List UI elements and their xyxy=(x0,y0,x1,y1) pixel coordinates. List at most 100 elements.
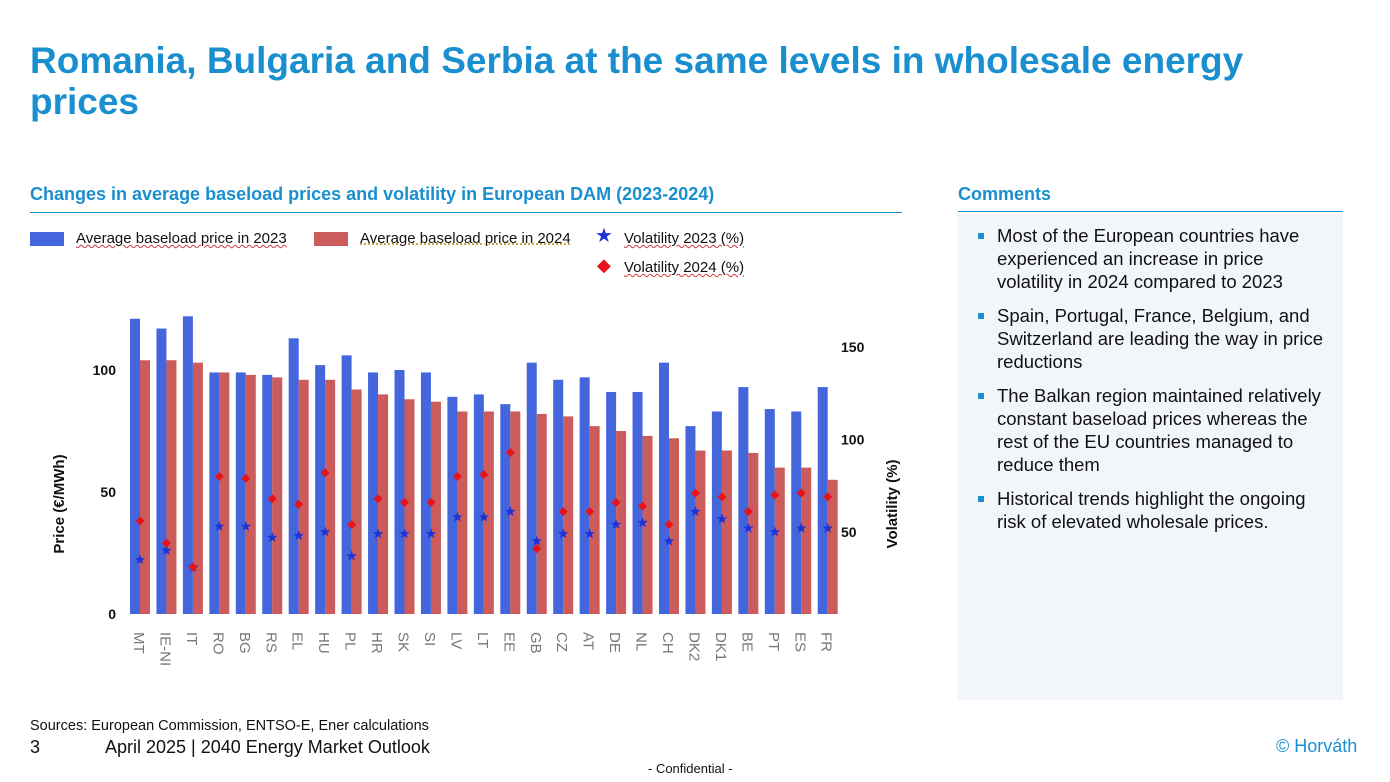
bar-2024-lt xyxy=(483,411,494,614)
diamond-2024-ie-ni xyxy=(161,538,171,548)
star-2023-nl xyxy=(637,517,648,528)
volatility-markers xyxy=(134,447,833,572)
x-tick-label-ee: EE xyxy=(500,632,517,652)
diamond-2024-sk xyxy=(400,497,409,507)
bar-2024-pt xyxy=(774,467,785,614)
x-tick-label-sk: SK xyxy=(395,632,412,652)
bar-2024-gb xyxy=(536,413,547,614)
bar-2023-hu xyxy=(315,365,326,614)
x-tick-label-gb: GB xyxy=(527,632,544,654)
chart-heading: Changes in average baseload prices and v… xyxy=(30,184,715,204)
bar-2024-it xyxy=(192,362,203,614)
bar-2024-ch xyxy=(669,438,679,614)
bar-2024-nl xyxy=(642,435,653,614)
bar-2024-dk1 xyxy=(721,450,732,614)
comments-heading-rule xyxy=(958,211,1343,212)
star-2023-ro xyxy=(214,520,225,531)
bar-2023-it xyxy=(182,316,193,614)
x-axis-labels: MT IE-NI IT RO BG RS EL HU PL HR SK SI LV LT EE GB CZ AT D… xyxy=(130,632,835,666)
x-tick-label-fr: FR xyxy=(818,632,835,652)
comment-item: The Balkan region maintained relatively … xyxy=(968,384,1333,476)
bar-2024-fr xyxy=(827,479,838,614)
price-volatility-chart: MT IE-NI IT RO BG RS EL HU PL HR SK SI LV LT EE GB CZ AT D… xyxy=(51,316,901,666)
bar-2024-de xyxy=(616,431,627,614)
diamond-2024-be xyxy=(743,507,753,517)
bar-2023-gb xyxy=(526,362,537,614)
star-2023-dk1 xyxy=(716,513,728,524)
star-2023-cz xyxy=(557,528,569,539)
star-2023-ee xyxy=(505,506,516,517)
comment-item: Spain, Portugal, France, Belgium, and Sw… xyxy=(968,304,1333,373)
bar-2023-lv xyxy=(447,396,458,614)
x-tick-label-nl: NL xyxy=(633,632,650,651)
chart-legend: Average baseload price in 2023 Average b… xyxy=(30,226,930,280)
bar-2023-mt xyxy=(130,318,140,614)
legend-label-vol-2024: Volatility 2024 (%) xyxy=(624,259,745,276)
star-2023-mt xyxy=(134,554,146,565)
star-2023-es xyxy=(796,522,807,533)
diamond-2024-fr xyxy=(823,492,833,502)
star-2023-hu xyxy=(319,526,331,537)
bar-2023-nl xyxy=(632,391,643,614)
legend-label-price-2023: Average baseload price in 2023 xyxy=(76,230,287,247)
bar-2024-hu xyxy=(325,379,336,614)
diamond-2024-pl xyxy=(347,520,357,530)
footer-title: April 2025 | 2040 Energy Market Outlook xyxy=(105,737,430,757)
diamond-icon: ◆ xyxy=(597,255,611,275)
bar-2023-el xyxy=(288,338,299,614)
bar-2023-fr xyxy=(817,387,828,614)
confidential-label: - Confidential - xyxy=(648,761,733,776)
star-2023-el xyxy=(293,530,304,541)
bar-2024-ro xyxy=(219,372,230,614)
x-tick-label-lt: LT xyxy=(474,632,491,648)
bar-2024-hr xyxy=(378,394,389,614)
star-2023-pl xyxy=(346,550,357,561)
diamond-2024-hu xyxy=(320,468,330,478)
bar-2024-el xyxy=(298,379,309,614)
y2-axis-ticks: 50 100 150 xyxy=(841,339,865,540)
star-2023-ch xyxy=(663,535,675,546)
sources-note: Sources: European Commission, ENTSO-E, E… xyxy=(30,718,429,734)
y-tick-label: 100 xyxy=(93,362,117,378)
bar-2023-ee xyxy=(500,404,511,614)
star-2023-dk2 xyxy=(690,506,701,517)
diamond-2024-ee xyxy=(505,447,515,457)
star-2023-bg xyxy=(240,520,252,531)
star-2023-fr xyxy=(822,522,833,533)
bar-2023-si xyxy=(420,372,431,614)
bar-2024-pl xyxy=(351,389,362,614)
star-2023-at xyxy=(584,528,595,539)
star-2023-si xyxy=(425,528,437,539)
diamond-2024-bg xyxy=(241,473,251,483)
bar-2024-es xyxy=(801,467,812,614)
star-2023-sk xyxy=(399,528,410,539)
slide-title: Romania, Bulgaria and Serbia at the same… xyxy=(30,40,1244,122)
bar-2024-lv xyxy=(457,411,468,614)
x-tick-label-el: EL xyxy=(289,632,306,650)
x-tick-label-it: IT xyxy=(183,632,200,645)
diamond-2024-rs xyxy=(267,494,277,504)
star-2023-lt xyxy=(478,511,490,522)
bar-2023-hr xyxy=(368,372,379,614)
y2-tick-label: 150 xyxy=(841,339,865,355)
bar-2024-ie-ni xyxy=(166,360,177,614)
x-tick-label-bg: BG xyxy=(236,632,253,654)
diamond-2024-dk1 xyxy=(717,492,727,502)
star-2023-lv xyxy=(452,511,463,522)
page-number: 3 xyxy=(30,737,41,757)
x-tick-label-dk2: DK2 xyxy=(685,632,702,661)
bar-2023-dk1 xyxy=(711,411,722,614)
comments-panel: Most of the European countries have expe… xyxy=(958,214,1343,700)
bar-2024-sk xyxy=(404,399,415,614)
diamond-2024-at xyxy=(585,507,595,517)
bar-2024-mt xyxy=(140,360,150,614)
bullet-icon xyxy=(978,393,984,399)
x-tick-label-hu: HU xyxy=(315,632,332,654)
bar-2023-ro xyxy=(209,372,220,614)
bar-2023-lt xyxy=(473,394,484,614)
star-2023-hr xyxy=(372,528,384,539)
bars-2023 xyxy=(130,316,828,614)
x-tick-label-at: AT xyxy=(580,632,597,650)
bar-2023-de xyxy=(606,391,617,614)
y-tick-label: 50 xyxy=(100,484,116,500)
